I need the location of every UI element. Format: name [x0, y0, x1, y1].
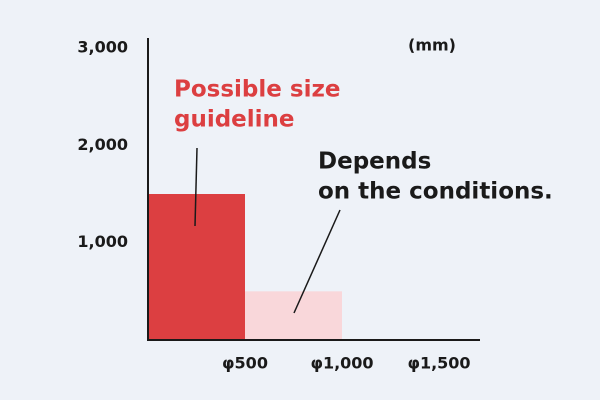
x-tick-label: φ1,500: [407, 354, 470, 373]
y-tick-label: 2,000: [77, 135, 128, 154]
x-tick-label: φ1,000: [310, 354, 373, 373]
bar: [148, 194, 245, 340]
annotation-text: Depends: [318, 149, 431, 175]
y-tick-label: 3,000: [77, 38, 128, 57]
unit-label: (mm): [408, 36, 456, 55]
annotation-text: on the conditions.: [318, 179, 553, 205]
annotation-leader: [293, 209, 341, 314]
annotation-text: guideline: [174, 107, 295, 133]
y-tick-label: 1,000: [77, 232, 128, 251]
x-tick-label: φ500: [222, 354, 268, 373]
annotation-text: Possible size: [174, 77, 340, 103]
bar: [245, 291, 342, 340]
annotation-leader: [194, 147, 198, 227]
